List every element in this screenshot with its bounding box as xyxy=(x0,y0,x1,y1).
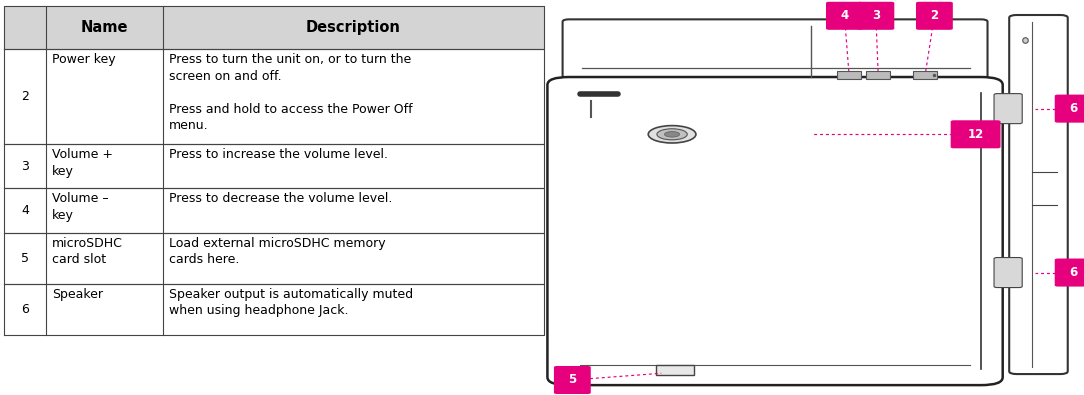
FancyBboxPatch shape xyxy=(916,2,953,30)
FancyBboxPatch shape xyxy=(826,2,863,30)
Text: 5: 5 xyxy=(21,252,29,265)
FancyBboxPatch shape xyxy=(547,77,1003,385)
Text: 12: 12 xyxy=(968,128,983,141)
Text: 3: 3 xyxy=(21,160,29,173)
FancyBboxPatch shape xyxy=(1009,15,1068,374)
Bar xyxy=(837,71,861,79)
Text: 2: 2 xyxy=(930,9,939,22)
Text: 4: 4 xyxy=(840,9,849,22)
Text: 2: 2 xyxy=(21,90,29,103)
Text: 3: 3 xyxy=(872,9,880,22)
Text: 6: 6 xyxy=(1069,266,1077,279)
FancyBboxPatch shape xyxy=(994,258,1022,288)
Text: Name: Name xyxy=(80,20,128,35)
FancyBboxPatch shape xyxy=(1055,95,1084,122)
Text: Speaker output is automatically muted
when using headphone Jack.: Speaker output is automatically muted wh… xyxy=(169,288,413,318)
Text: Load external microSDHC memory
cards here.: Load external microSDHC memory cards her… xyxy=(169,237,386,266)
Text: Description: Description xyxy=(306,20,401,35)
Text: Speaker: Speaker xyxy=(52,288,103,301)
Circle shape xyxy=(657,129,687,140)
Text: 6: 6 xyxy=(1069,102,1077,115)
Bar xyxy=(656,365,694,375)
Circle shape xyxy=(664,132,680,137)
Text: Power key: Power key xyxy=(52,53,116,66)
Text: 5: 5 xyxy=(568,374,577,386)
Bar xyxy=(913,71,937,79)
Bar xyxy=(866,71,890,79)
Bar xyxy=(4,6,544,49)
Text: Press to turn the unit on, or to turn the
screen on and off.

Press and hold to : Press to turn the unit on, or to turn th… xyxy=(169,53,413,132)
Circle shape xyxy=(648,126,696,143)
Text: Volume –
key: Volume – key xyxy=(52,192,108,222)
FancyBboxPatch shape xyxy=(951,120,1001,148)
FancyBboxPatch shape xyxy=(1055,259,1084,287)
Text: Volume +
key: Volume + key xyxy=(52,148,113,178)
Text: 6: 6 xyxy=(21,303,29,316)
FancyBboxPatch shape xyxy=(857,2,894,30)
Text: Press to increase the volume level.: Press to increase the volume level. xyxy=(169,148,388,161)
Text: 4: 4 xyxy=(21,204,29,217)
Text: Press to decrease the volume level.: Press to decrease the volume level. xyxy=(169,192,392,205)
FancyBboxPatch shape xyxy=(563,19,988,83)
FancyBboxPatch shape xyxy=(994,94,1022,124)
Text: microSDHC
card slot: microSDHC card slot xyxy=(52,237,122,266)
FancyBboxPatch shape xyxy=(554,366,591,394)
